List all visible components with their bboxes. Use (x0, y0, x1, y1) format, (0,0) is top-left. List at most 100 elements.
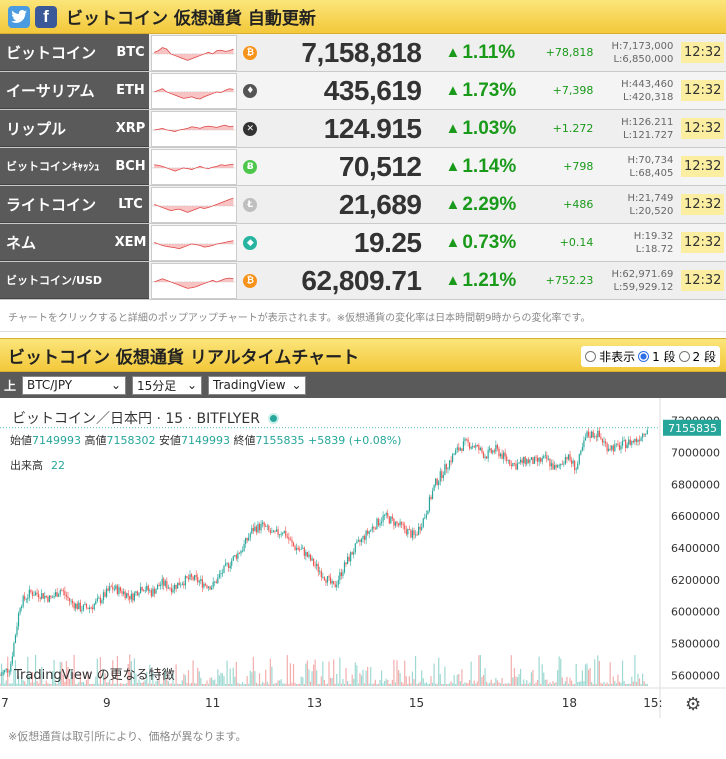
table-row[interactable]: イーサリアム ETH ♦ 435,619 ▲ 1.73% +7,398 H:443,460 L:… (0, 72, 726, 110)
volume-bar (255, 682, 258, 686)
coin-name[interactable]: イーサリアム (0, 72, 113, 109)
sparkline-chart[interactable] (150, 187, 237, 223)
candle-body (28, 589, 30, 598)
candle-body (336, 584, 338, 588)
volume-bar (540, 683, 542, 686)
volume-bar (387, 679, 389, 686)
volume-bar (481, 677, 483, 686)
volume-bar (459, 681, 461, 686)
tradingview-watermark[interactable]: TradingView の更なる特徴 (14, 668, 175, 683)
candle-body (586, 431, 588, 438)
pair-select[interactable]: BTC/JPY ⌄ (22, 375, 127, 395)
volume-bar (617, 674, 619, 686)
volume-bar (597, 655, 599, 686)
sparkline-chart[interactable] (150, 111, 237, 147)
change-percent-value: 1.11% (462, 41, 516, 63)
day-high: H:70,734 (627, 154, 674, 166)
candle-body (462, 441, 465, 451)
twitter-icon[interactable] (8, 5, 30, 28)
coin-logo-icon: ♦ (243, 83, 258, 98)
radio-one-row[interactable] (638, 351, 650, 362)
candle-body (343, 562, 346, 573)
candle-body (331, 581, 333, 584)
volume-bar (311, 671, 313, 686)
volume-bar (609, 662, 611, 686)
table-row[interactable]: ビットコインｷｬｯｼｭ BCH Ƀ 70,512 ▲ 1.14% +798 H:70,734 L… (0, 148, 726, 186)
candle-body (73, 603, 75, 609)
candle-body (47, 596, 49, 602)
candle-body (353, 552, 355, 555)
candle-body (618, 444, 621, 450)
candle-body (155, 589, 157, 594)
sparkline-chart[interactable] (150, 149, 237, 185)
volume-bar (535, 682, 537, 686)
radio-hide[interactable] (585, 351, 597, 362)
sparkline-chart[interactable] (150, 225, 237, 261)
chart-canvas[interactable]: 5600000 5800000 6000000 6200000 6400000 66000… (0, 398, 726, 718)
candle-body (467, 439, 469, 443)
coin-name[interactable]: ライトコイン (0, 186, 113, 223)
table-row[interactable]: ビットコイン/USD ₿ 62,809.71 ▲ 1.21% +752.23 H:62,97… (0, 262, 726, 300)
coin-name[interactable]: リップル (0, 110, 113, 147)
volume-bar (628, 683, 630, 686)
candle-body (172, 589, 174, 593)
coin-name[interactable]: ビットコインｷｬｯｼｭ (0, 148, 113, 185)
high-low: H:19.32 L:18.72 (601, 224, 679, 261)
coin-name[interactable]: ビットコイン/USD (0, 262, 149, 299)
provider-select[interactable]: TradingView ⌄ (208, 375, 307, 395)
sparkline-chart[interactable] (150, 263, 237, 299)
candle-body (59, 590, 61, 595)
volume-bar (464, 682, 466, 686)
facebook-icon[interactable]: f (35, 5, 57, 28)
sparkline-chart[interactable] (150, 73, 237, 109)
candle-body (550, 463, 553, 467)
candle-body (365, 530, 367, 540)
candle-body (496, 444, 499, 449)
volume-bar (317, 683, 319, 686)
volume-bar (448, 683, 451, 686)
sparkline-chart[interactable] (150, 35, 237, 71)
table-row[interactable]: ネム XEM ◆ 19.25 ▲ 0.73% +0.14 H:19.32 L:18.72 12:3… (0, 224, 726, 262)
table-row[interactable]: ライトコイン LTC Ł 21,689 ▲ 2.29% +486 H:21,749 L:20,5… (0, 186, 726, 224)
candle-body (371, 526, 373, 530)
coin-name[interactable]: ビットコイン (0, 34, 113, 71)
high-label: 高値 (84, 434, 107, 447)
volume-bar (401, 681, 403, 686)
candle-body (175, 584, 177, 589)
candle-body (79, 602, 81, 612)
change-percent-value: 1.21% (462, 269, 517, 291)
table-row[interactable]: リップル XRP ✕ 124.915 ▲ 1.03% +1.272 H:126.211 L:12… (0, 110, 726, 148)
candle-body (277, 529, 279, 535)
volume-bar (561, 677, 563, 686)
volume-bar (305, 663, 307, 686)
gear-icon[interactable]: ⚙ (685, 694, 701, 715)
volume-bar (228, 683, 230, 686)
candle-body (448, 460, 451, 469)
volume-bar (583, 681, 585, 686)
volume-bar (589, 668, 591, 686)
coin-name[interactable]: ネム (0, 224, 113, 261)
volume-bar (13, 670, 15, 686)
candle-body (254, 526, 256, 531)
price-chart[interactable]: 5600000 5800000 6000000 6200000 6400000 66000… (0, 398, 726, 718)
candle-body (547, 458, 549, 460)
y-tick-label: 6600000 (671, 510, 720, 523)
volume-bar (294, 682, 296, 686)
volume-bar (390, 683, 392, 686)
candle-body (421, 526, 423, 530)
candle-body (529, 459, 531, 463)
volume-bar (251, 672, 253, 686)
candle-body (251, 528, 253, 534)
candle-body (72, 600, 74, 604)
volume-bar (68, 678, 71, 686)
candlestick-series (0, 426, 648, 677)
interval-select[interactable]: 15分足 ⌄ (132, 375, 203, 395)
volume-bar (98, 683, 100, 686)
candle-body (116, 585, 119, 594)
table-row[interactable]: ビットコイン BTC ₿ 7,158,818 ▲ 1.11% +78,818 H:7,173,… (0, 34, 726, 72)
volume-bar (462, 683, 465, 686)
radio-two-rows[interactable] (678, 351, 690, 362)
coin-icon-wrap: ✕ (239, 110, 262, 147)
volume-bar (53, 659, 55, 686)
candle-body (560, 463, 562, 466)
